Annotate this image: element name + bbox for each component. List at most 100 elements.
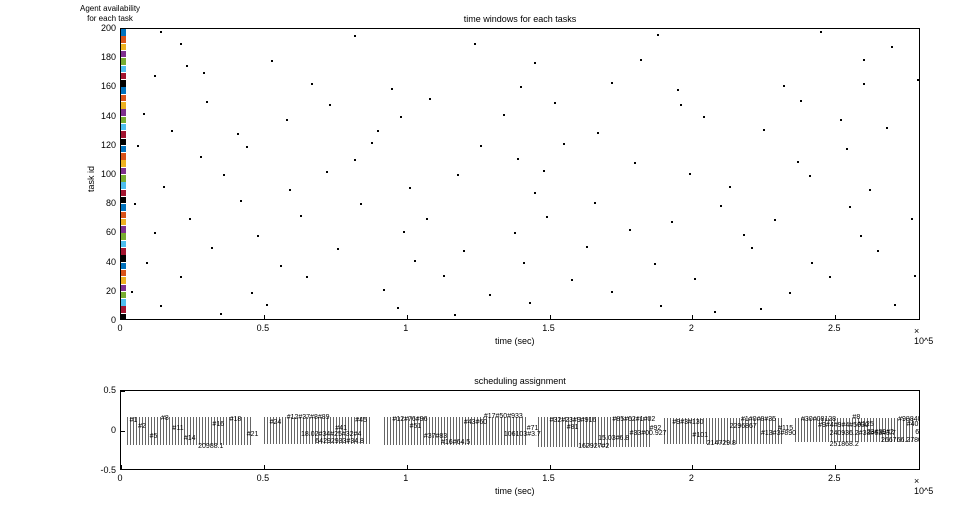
scatter-point bbox=[914, 275, 916, 277]
scatter-point bbox=[811, 262, 813, 264]
scatter-point bbox=[640, 59, 642, 61]
scatter-point bbox=[146, 262, 148, 264]
scatter-point bbox=[463, 250, 465, 252]
scatter-point bbox=[480, 145, 482, 147]
scatter-point bbox=[654, 263, 656, 265]
sched-annotation: 251868.2 bbox=[830, 441, 859, 448]
xtick-label: 2.5 bbox=[828, 473, 841, 483]
dense-band-segment bbox=[121, 197, 126, 204]
xtick bbox=[692, 465, 693, 469]
scatter-point bbox=[860, 235, 862, 237]
xtick bbox=[121, 465, 122, 469]
xtick bbox=[835, 315, 836, 319]
sched-annotation: #24 bbox=[270, 419, 282, 426]
scatter-point bbox=[211, 247, 213, 249]
dense-band-segment bbox=[121, 160, 126, 167]
dense-band-segment bbox=[121, 175, 126, 182]
dense-band-segment bbox=[121, 248, 126, 255]
sched-annotation: #41 bbox=[335, 425, 347, 432]
sched-annotation: #40 bbox=[907, 421, 919, 428]
scatter-point bbox=[257, 235, 259, 237]
sched-annotation: #81 bbox=[567, 424, 579, 431]
xtick bbox=[692, 315, 693, 319]
scatter-point bbox=[160, 31, 162, 33]
sched-annotation: 64292933#34.8 bbox=[315, 438, 364, 445]
scatter-point bbox=[163, 186, 165, 188]
xtick bbox=[407, 465, 408, 469]
scatter-point bbox=[429, 98, 431, 100]
scatter-point bbox=[529, 302, 531, 304]
scatter-point bbox=[846, 148, 848, 150]
scatter-point bbox=[246, 146, 248, 148]
scatter-point bbox=[563, 143, 565, 145]
sched-annotation: #1#0#8#35 bbox=[741, 416, 776, 423]
sched-annotation: 608sec5.0sec bbox=[915, 429, 920, 436]
scatter-point bbox=[503, 114, 505, 116]
scatter-point bbox=[189, 218, 191, 220]
dense-band-segment bbox=[121, 263, 126, 270]
dense-band-segment bbox=[121, 58, 126, 65]
scatter-point bbox=[783, 85, 785, 87]
scatter-point bbox=[280, 265, 282, 267]
dense-band-segment bbox=[121, 314, 126, 320]
scatter-point bbox=[597, 132, 599, 134]
dense-band-segment bbox=[121, 306, 126, 313]
scatter-point bbox=[286, 119, 288, 121]
scatter-point bbox=[554, 102, 556, 104]
scatter-point bbox=[774, 219, 776, 221]
sched-annotation: #71 bbox=[527, 425, 539, 432]
dense-band-segment bbox=[121, 241, 126, 248]
dense-band-segment bbox=[121, 131, 126, 138]
scatter-point bbox=[131, 291, 133, 293]
sched-annotation: #16#64.5 bbox=[441, 439, 470, 446]
xtick-label: 0 bbox=[117, 473, 122, 483]
bottom-chart-xlabel: time (sec) bbox=[495, 486, 535, 496]
scatter-point bbox=[271, 60, 273, 62]
sched-annotation: #85#62#1#02 bbox=[612, 416, 655, 423]
scatter-point bbox=[200, 156, 202, 158]
sched-annotation: 2296867 bbox=[730, 423, 757, 430]
scatter-point bbox=[729, 186, 731, 188]
scatter-point bbox=[143, 113, 145, 115]
ytick-label: 80 bbox=[88, 198, 116, 208]
scatter-point bbox=[206, 101, 208, 103]
scatter-point bbox=[186, 65, 188, 67]
scatter-point bbox=[397, 307, 399, 309]
scatter-point bbox=[809, 175, 811, 177]
dense-band-segment bbox=[121, 182, 126, 189]
sched-annotation: #16 bbox=[212, 421, 224, 428]
sched-annotation: 214729.8 bbox=[707, 440, 736, 447]
sched-annotation: #92 bbox=[650, 425, 662, 432]
sched-annotation: #125 bbox=[858, 421, 874, 428]
scatter-point bbox=[251, 292, 253, 294]
bottom-chart-title: scheduling assignment bbox=[120, 376, 920, 386]
scatter-point bbox=[409, 187, 411, 189]
dense-band-segment bbox=[121, 204, 126, 211]
xtick bbox=[835, 465, 836, 469]
scatter-point bbox=[377, 130, 379, 132]
dense-band-segment bbox=[121, 36, 126, 43]
sched-annotation: 162927#2 bbox=[578, 443, 609, 450]
scatter-point bbox=[546, 216, 548, 218]
scatter-point bbox=[703, 116, 705, 118]
scatter-point bbox=[454, 314, 456, 316]
scatter-point bbox=[917, 79, 919, 81]
top-chart-xlabel: time (sec) bbox=[495, 336, 535, 346]
scatter-point bbox=[863, 59, 865, 61]
scatter-point bbox=[300, 215, 302, 217]
scatter-point bbox=[629, 229, 631, 231]
dense-band-segment bbox=[121, 44, 126, 51]
scatter-point bbox=[354, 35, 356, 37]
top-chart: time windows for each tasks time (sec) t… bbox=[120, 28, 920, 320]
scatter-point bbox=[180, 276, 182, 278]
dense-band-segment bbox=[121, 285, 126, 292]
scatter-point bbox=[160, 305, 162, 307]
scatter-point bbox=[863, 83, 865, 85]
scatter-point bbox=[383, 289, 385, 291]
sched-annotation: #8 bbox=[161, 415, 169, 422]
scatter-point bbox=[820, 31, 822, 33]
dense-band-segment bbox=[121, 66, 126, 73]
scatter-point bbox=[763, 129, 765, 131]
dense-band-segment bbox=[121, 117, 126, 124]
scatter-point bbox=[671, 221, 673, 223]
